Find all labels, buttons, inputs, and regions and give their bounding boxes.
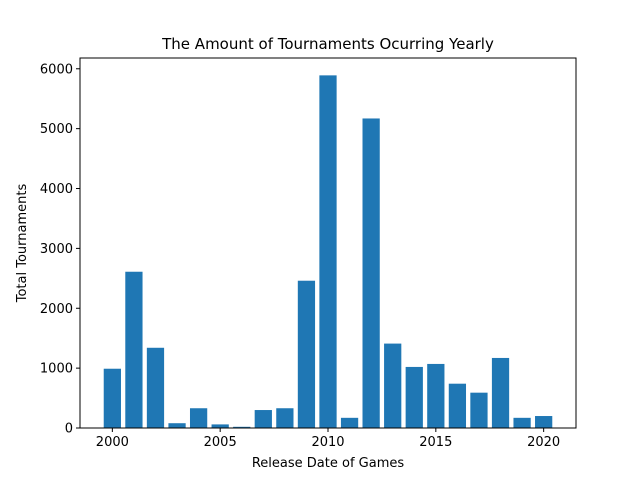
x-tick-label: 2010 (311, 435, 344, 450)
y-tick-label: 2000 (40, 302, 73, 317)
y-tick-label: 1000 (40, 362, 73, 377)
bar-2004 (189, 408, 208, 428)
chart-title: The Amount of Tournaments Ocurring Yearl… (161, 35, 494, 53)
x-tick-label: 2015 (419, 435, 452, 450)
bar-2007 (254, 410, 272, 428)
bar-2002 (146, 347, 165, 428)
bar-2009 (297, 280, 316, 428)
bar-2001 (125, 271, 143, 428)
bars-group (103, 75, 553, 429)
bar-2018 (491, 357, 510, 428)
x-axis-ticks: 2000 2005 2010 2015 2020 (96, 428, 560, 450)
y-tick-label: 5000 (40, 122, 73, 137)
bar-2012 (362, 118, 380, 429)
y-tick-label: 4000 (40, 182, 73, 197)
bar-2015 (427, 363, 445, 428)
bar-2005 (211, 424, 229, 428)
x-tick-label: 2020 (527, 435, 560, 450)
bar-2011 (340, 417, 359, 428)
bar-2008 (276, 408, 294, 428)
bar-2010 (319, 75, 337, 428)
y-tick-label: 0 (65, 422, 73, 437)
y-tick-label: 3000 (40, 242, 73, 257)
y-axis-ticks: 0 1000 2000 3000 4000 5000 6000 (40, 62, 80, 437)
x-axis-label: Release Date of Games (252, 456, 404, 471)
bar-2019 (513, 417, 531, 428)
bar-2003 (168, 423, 186, 428)
bar-2000 (103, 368, 121, 428)
bar-2014 (405, 366, 423, 428)
y-tick-label: 6000 (40, 62, 73, 77)
bar-2020 (535, 416, 553, 428)
bar-2006 (233, 426, 251, 428)
x-tick-label: 2005 (204, 435, 237, 450)
bar-2013 (384, 343, 402, 428)
y-axis-label: Total Tournaments (15, 184, 30, 304)
bar-2017 (470, 392, 488, 428)
x-tick-label: 2000 (96, 435, 129, 450)
bar-2016 (448, 383, 467, 428)
